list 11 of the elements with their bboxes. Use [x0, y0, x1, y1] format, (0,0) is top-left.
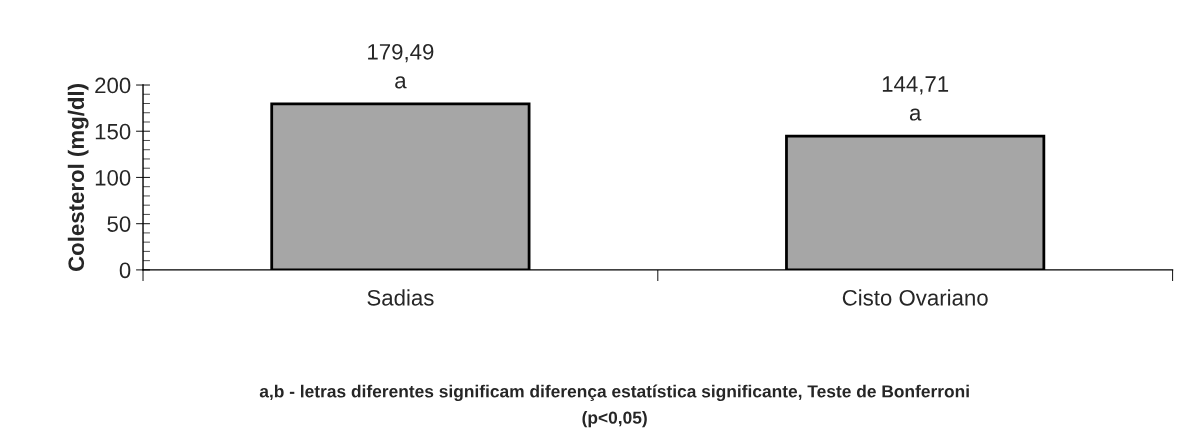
y-tick-label: 200: [95, 77, 131, 94]
y-tick-label: 100: [95, 169, 131, 186]
y-axis-title: Colesterol (mg/dl): [67, 84, 89, 271]
x-tick-label: Sadias: [367, 289, 434, 306]
y-tick-label: 0: [119, 262, 131, 279]
text: a,b - letras diferentes significam diferença estatística significante, Teste de Bonferroni (p<0,05): [259, 384, 969, 428]
data-label: 144,71 a: [882, 76, 949, 121]
y-tick-label: 150: [95, 123, 131, 140]
y-tick-label: 50: [107, 216, 131, 232]
data-label: 179,49 a: [368, 43, 434, 89]
x-tick-label: Cisto Ovariano: [842, 289, 988, 306]
